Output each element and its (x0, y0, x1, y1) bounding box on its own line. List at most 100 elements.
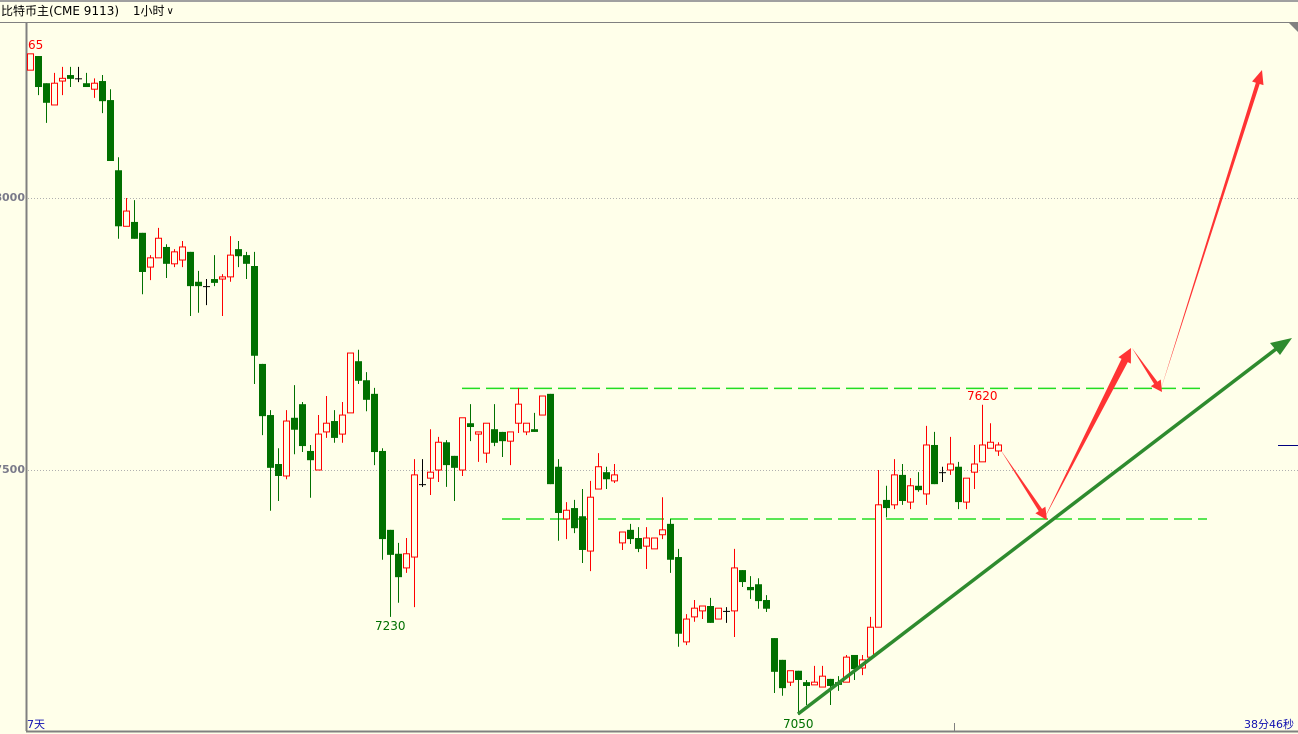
candle-body (579, 516, 586, 550)
candle-body (251, 266, 258, 356)
candle (443, 440, 450, 487)
candle (707, 597, 714, 623)
candle (299, 402, 306, 453)
candle-body (91, 82, 98, 90)
candle-body (459, 417, 466, 471)
candle (915, 472, 922, 492)
candle (99, 75, 106, 114)
candle (875, 470, 882, 628)
candle (571, 499, 578, 534)
candle (499, 431, 506, 457)
candle (883, 485, 890, 518)
candle-body (299, 404, 306, 447)
candle (75, 66, 82, 83)
candle-body (963, 477, 970, 503)
candle-body (307, 450, 314, 461)
candle-body (315, 433, 322, 471)
candle-body (651, 537, 658, 550)
candle (347, 352, 354, 414)
candle-body (883, 499, 890, 509)
candle (587, 480, 594, 572)
candle-body (435, 441, 442, 471)
candle-body (555, 466, 562, 513)
candle (779, 659, 786, 696)
candle-body (987, 441, 994, 449)
candle-body (291, 417, 298, 430)
candle-body (995, 444, 1002, 452)
candle (515, 387, 522, 434)
candle (795, 670, 802, 715)
candle-body (147, 257, 154, 268)
y-tick-label: 8000 (0, 191, 25, 204)
candle-body (979, 444, 986, 463)
candle-body (347, 352, 354, 414)
candle-body (907, 485, 914, 503)
candle (739, 570, 746, 587)
candle (683, 614, 690, 646)
candle-body (243, 255, 250, 264)
candle (219, 274, 226, 317)
candle (611, 464, 618, 484)
candle (475, 431, 482, 462)
candle-body (155, 237, 162, 259)
candle-body (363, 380, 370, 400)
candle-body (715, 607, 722, 620)
candle-body (563, 509, 570, 520)
candle-body (411, 474, 418, 558)
candle-body (483, 422, 490, 454)
candle-body (643, 537, 650, 547)
projection-arrow-down (1000, 449, 1047, 520)
candle-body (747, 586, 754, 591)
candle (507, 431, 514, 466)
candle-body (595, 466, 602, 490)
candle-body (267, 415, 274, 468)
candle (371, 387, 378, 466)
candle (467, 404, 474, 442)
candle (123, 198, 130, 227)
candle-body (275, 464, 282, 476)
candle-body (83, 83, 90, 88)
candle-body (827, 678, 834, 686)
candle-body (763, 600, 770, 609)
candle (971, 444, 978, 490)
candle (275, 448, 282, 502)
candle-body (467, 423, 474, 428)
candle (419, 459, 426, 487)
candle (459, 417, 466, 476)
candle-body (779, 659, 786, 689)
projection-arrow-target (1160, 70, 1264, 392)
candle-body (499, 431, 506, 442)
range-label: 7天 (27, 718, 45, 731)
candle-body (355, 361, 362, 381)
candle (563, 502, 570, 540)
candle (115, 157, 122, 239)
candle (947, 436, 954, 475)
candle (483, 422, 490, 463)
candle-body (35, 56, 42, 88)
candle (139, 232, 146, 295)
candle (267, 410, 274, 511)
candle-body (531, 429, 538, 432)
projection-arrow-pullback (1132, 348, 1162, 392)
candle-body (955, 466, 962, 503)
candle (27, 53, 34, 71)
candle-body (371, 393, 378, 453)
candle-body (619, 531, 626, 544)
candle (635, 527, 642, 553)
price-annotation: 7050 (783, 716, 814, 731)
price-annotation: 7230 (375, 618, 406, 633)
candle (755, 578, 762, 609)
period-selector[interactable]: 1小时 ∨ (133, 2, 174, 21)
candle-body (403, 553, 410, 569)
candle-body (323, 422, 330, 433)
candle (547, 393, 554, 485)
candle (363, 372, 370, 412)
candle-body (843, 656, 850, 683)
price-annotation: 7620 (967, 388, 998, 403)
candle-body (571, 508, 578, 529)
candle-body (491, 429, 498, 443)
candle (179, 240, 186, 268)
candle-body (451, 455, 458, 468)
candle (787, 670, 794, 686)
